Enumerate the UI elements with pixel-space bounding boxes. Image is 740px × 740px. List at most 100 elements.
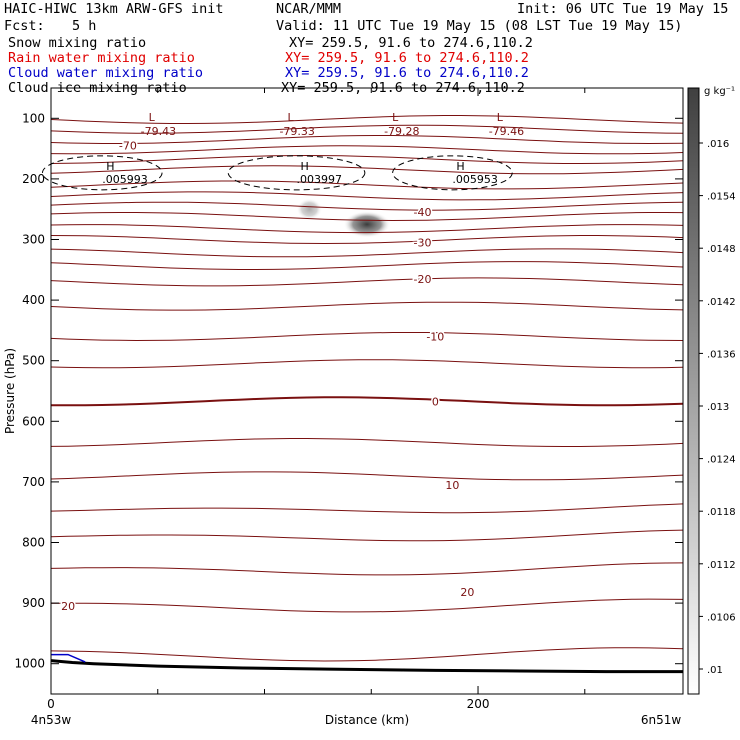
y-tick-label: 300 <box>22 233 45 247</box>
field-cloudice-xy: XY= 259.5, 91.6 to 274.6,110.2 <box>281 80 525 96</box>
temp-contour-line <box>50 562 684 576</box>
temp-contour-label: -10 <box>426 330 444 343</box>
temp-contour-line <box>50 359 684 369</box>
temp-min-marker: L <box>287 111 294 124</box>
temp-contour-line <box>50 135 684 145</box>
colorbar-bar <box>687 87 700 695</box>
temp-contour-line <box>50 180 684 190</box>
temp-contour-label: -30 <box>414 237 432 250</box>
field-cloudwater-name: Cloud water mixing ratio <box>8 65 204 81</box>
ice-max-value: .005993 <box>102 173 148 186</box>
valid-time: Valid: 11 UTC Tue 19 May 15 (08 LST Tue … <box>276 18 683 34</box>
snow-blob-1 <box>296 198 323 221</box>
temp-min-marker: L <box>497 111 504 124</box>
colorbar-label: .0106 <box>707 612 736 623</box>
snow-blob-0 <box>343 211 391 238</box>
org-title: NCAR/MMM <box>276 1 342 17</box>
temp-contour-line <box>50 598 684 613</box>
colorbar-label: .0124 <box>707 455 736 466</box>
y-tick-label: 700 <box>22 475 45 489</box>
temp-contour-line <box>50 201 684 211</box>
temp-contour-line <box>50 471 684 481</box>
y-tick-label: 200 <box>22 172 45 186</box>
y-tick-label: 800 <box>22 536 45 550</box>
y-tick-label: 400 <box>22 293 45 307</box>
temp-contour-line <box>50 191 684 201</box>
ice-max-value: .003997 <box>297 173 343 186</box>
temp-contour-line <box>50 332 684 342</box>
colorbar-label: .0112 <box>707 560 736 571</box>
x-tick-label: 0 <box>47 697 55 711</box>
field-cloudwater-xy: XY= 259.5, 91.6 to 274.6,110.2 <box>285 65 529 81</box>
temp-contour-line <box>50 396 684 407</box>
temp-contour-line <box>50 277 684 287</box>
temp-contour-label: -20 <box>414 273 432 286</box>
colorbar-label: .0118 <box>707 507 736 518</box>
temp-contour-label: 20 <box>460 586 474 599</box>
ice-max-marker: H <box>301 160 309 173</box>
y-tick-label: 100 <box>22 111 45 125</box>
temp-min-value: -79.43 <box>141 125 176 138</box>
temp-min-marker: L <box>149 111 156 124</box>
ice-max-value: .005953 <box>452 173 498 186</box>
fcst-value: 5 h <box>72 18 97 34</box>
x-start-label: 4n53w <box>31 713 72 727</box>
temp-contour-line <box>50 301 684 311</box>
temp-contour-line <box>50 145 684 155</box>
y-axis-label: Pressure (hPa) <box>3 348 17 434</box>
cloud-water-line <box>51 653 86 663</box>
temp-min-value: -79.28 <box>384 125 419 138</box>
colorbar-label: .013 <box>707 402 729 413</box>
ice-contour-dashed <box>227 155 366 191</box>
y-tick-label: 600 <box>22 414 45 428</box>
temp-contour-line <box>50 124 684 134</box>
temp-contour-line <box>50 261 684 270</box>
temp-contour-label: 10 <box>445 479 459 492</box>
temp-contour-line <box>50 248 684 258</box>
model-title: HAIC-HIWC 13km ARW-GFS init <box>4 1 224 17</box>
colorbar-label: .0154 <box>707 192 736 203</box>
temp-min-marker: L <box>392 111 399 124</box>
temp-contour-line <box>50 224 684 234</box>
colorbar-label: .01 <box>707 665 723 676</box>
temp-contour-label: 20 <box>61 600 75 613</box>
temp-contour-line <box>50 647 684 662</box>
x-axis-label: Distance (km) <box>325 713 409 727</box>
temp-contour-line <box>50 115 684 124</box>
x-tick-label: 200 <box>467 697 490 711</box>
init-time: Init: 06 UTC Tue 19 May 15 <box>517 1 729 17</box>
temp-contour-line <box>50 235 684 245</box>
field-snow-xy: XY= 259.5, 91.6 to 274.6,110.2 <box>289 35 533 51</box>
plot-frame <box>50 87 684 695</box>
colorbar-label: .0148 <box>707 244 736 255</box>
field-rain-xy: XY= 259.5, 91.6 to 274.6,110.2 <box>285 50 529 66</box>
temp-contour-line <box>50 212 684 222</box>
colorbar-label: .0142 <box>707 297 736 308</box>
y-tick-label: 1000 <box>14 657 45 671</box>
terrain-line <box>50 659 683 674</box>
temp-contour-label: 0 <box>432 395 439 408</box>
colorbar-unit: g kg⁻¹ <box>704 86 735 97</box>
field-snow-name: Snow mixing ratio <box>8 35 147 51</box>
temp-contour-line <box>50 503 684 514</box>
temp-min-value: -79.33 <box>279 125 314 138</box>
temp-contour-line <box>50 165 684 175</box>
ice-contour-dashed <box>392 155 513 191</box>
x-end-label: 6n51w <box>641 713 682 727</box>
y-tick-label: 500 <box>22 354 45 368</box>
y-tick-label: 900 <box>22 596 45 610</box>
colorbar-label: .016 <box>707 139 729 150</box>
temp-contour-line <box>50 529 684 542</box>
field-rain-name: Rain water mixing ratio <box>8 50 195 66</box>
temp-contour-line <box>50 154 684 164</box>
temp-contour-label: -40 <box>414 206 432 219</box>
colorbar-label: .0136 <box>707 349 736 360</box>
ice-max-marker: H <box>106 160 114 173</box>
fcst-label: Fcst: <box>4 18 45 34</box>
ice-contour-dashed <box>41 155 163 191</box>
ice-max-marker: H <box>456 160 464 173</box>
temp-contour-label: -70 <box>119 140 137 153</box>
temp-contour-line <box>50 438 684 447</box>
temp-min-value: -79.46 <box>489 125 524 138</box>
